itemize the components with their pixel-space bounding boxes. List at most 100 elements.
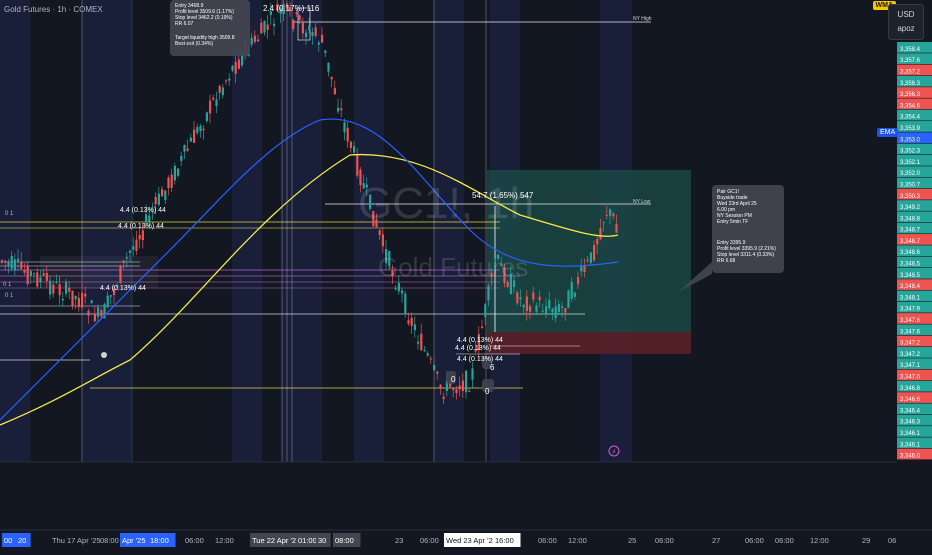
price-tick-label: 3,348.5 <box>900 273 921 279</box>
price-tick-label: 3,348.7 <box>900 228 921 234</box>
session-block <box>282 0 322 462</box>
note-right-line: Pair GC1! <box>717 189 739 195</box>
price-tag <box>897 75 932 87</box>
time-label-bg <box>316 533 331 547</box>
price-tag <box>897 154 932 166</box>
candle-body <box>580 266 583 272</box>
measure-label-3: 4.4 (0.13%) 44 <box>100 285 146 292</box>
price-tag <box>897 53 932 64</box>
candle-body <box>365 184 368 188</box>
time-tick-label: 06:00 <box>185 536 204 545</box>
candle-body <box>4 260 7 263</box>
note-left[interactable]: Entry 3468.9 Profit level 3509.6 (1.17%)… <box>170 0 250 56</box>
candle-body <box>429 358 432 360</box>
candle-body <box>49 280 52 295</box>
candle-body <box>161 189 164 197</box>
candle-body <box>215 99 218 107</box>
price-tick-label: 3,347.1 <box>900 363 921 369</box>
small-label-3: 0 <box>485 387 490 396</box>
time-axis[interactable]: 00 20 Thu 17 Apr '25 08:00 Apr '25 18:00 06:00… <box>2 533 896 547</box>
label-bubble <box>446 371 456 384</box>
candle-body <box>525 296 528 311</box>
price-tag <box>897 335 932 347</box>
candle-body <box>340 108 343 111</box>
symbol-legend[interactable]: Gold Futures · 1h · COMEX <box>4 5 103 14</box>
price-tick-label: 3,349.2 <box>900 205 921 211</box>
candle-body <box>77 297 80 308</box>
candle-body <box>449 381 452 387</box>
note-right[interactable]: Pair GC1! Buyside trade Wed 23rd April 2… <box>678 185 784 292</box>
candle-body <box>452 388 455 390</box>
candle-body <box>205 112 208 122</box>
price-tick-label: 3,347.0 <box>900 375 921 381</box>
currency-label: USD <box>897 10 915 19</box>
candle-body <box>596 238 599 245</box>
measure-label-6: 4.4 (0.13%) 44 <box>457 356 503 363</box>
candle-body <box>516 292 519 304</box>
candle-body <box>145 214 148 223</box>
candle-body <box>477 334 480 351</box>
price-tick-label: 3,348.6 <box>900 250 921 256</box>
candle-body <box>199 125 202 132</box>
candle-body <box>87 310 90 316</box>
candle-body <box>500 263 503 267</box>
candle-body <box>39 277 42 282</box>
candle-body <box>557 304 560 313</box>
candle-body <box>609 209 612 216</box>
ma-line <box>0 118 619 421</box>
session-block <box>82 0 132 462</box>
price-tag <box>897 448 932 460</box>
lightning-icon[interactable]: ⚡ <box>608 445 620 457</box>
candle-body <box>183 145 186 152</box>
candle-body <box>97 307 100 317</box>
candlesticks[interactable] <box>1 0 618 405</box>
price-tick-label: 3,358.4 <box>900 47 921 53</box>
watermark-name: Gold Futures <box>378 252 528 282</box>
currency-button[interactable]: USD apoz <box>888 4 924 40</box>
price-tick-label: 3,353.0 <box>900 137 921 143</box>
time-tick-label: Wed 23 Apr '25 <box>446 536 497 545</box>
candle-body <box>349 141 352 148</box>
candle-body <box>148 215 151 222</box>
candle-body <box>458 385 461 390</box>
candle-body <box>266 24 269 30</box>
price-tag <box>897 64 932 76</box>
candle-body <box>359 169 362 186</box>
price-tag <box>897 403 932 415</box>
time-tick-label: 06 <box>888 536 896 545</box>
candle-body <box>231 65 234 71</box>
candle-body <box>122 260 125 263</box>
candle-body <box>154 197 157 205</box>
candle-body <box>589 252 592 263</box>
candle-body <box>241 53 244 66</box>
price-tag <box>897 87 932 98</box>
candle-body <box>545 306 548 315</box>
price-tick-label: 3,356.3 <box>900 81 921 87</box>
price-tick-label: 3,348.4 <box>900 284 921 290</box>
ny-low-label: NY Low <box>633 199 651 205</box>
candle-body <box>177 168 180 176</box>
note-right-line: Entry 5min TF <box>717 219 748 225</box>
price-tag <box>897 234 932 245</box>
note-left-line: Stop level 3462.2 (0.19%) <box>175 15 233 21</box>
candle-body <box>567 290 570 309</box>
candle-body <box>228 78 231 81</box>
price-tag <box>897 109 932 121</box>
time-tick-label: Apr '25 <box>122 536 146 545</box>
time-tick-label: 12:00 <box>215 536 234 545</box>
candle-body <box>570 281 573 299</box>
candle-body <box>346 127 349 142</box>
measure-label-5: 4.4 (0.13%) 44 <box>455 345 501 352</box>
measure-top-label: 2.4 (0.17%) 116 <box>263 4 320 13</box>
candle-body <box>289 6 292 12</box>
candle-body <box>372 210 375 227</box>
price-axis[interactable]: 3,358.4 3,357.6 3,357.2 3,356.3 3,356.3 3,354… <box>896 0 932 462</box>
candle-body <box>138 234 141 240</box>
candle-body <box>311 32 314 37</box>
candle-body <box>474 349 477 352</box>
candle-body <box>388 251 391 267</box>
candle-body <box>71 290 74 306</box>
candle-body <box>532 292 535 300</box>
